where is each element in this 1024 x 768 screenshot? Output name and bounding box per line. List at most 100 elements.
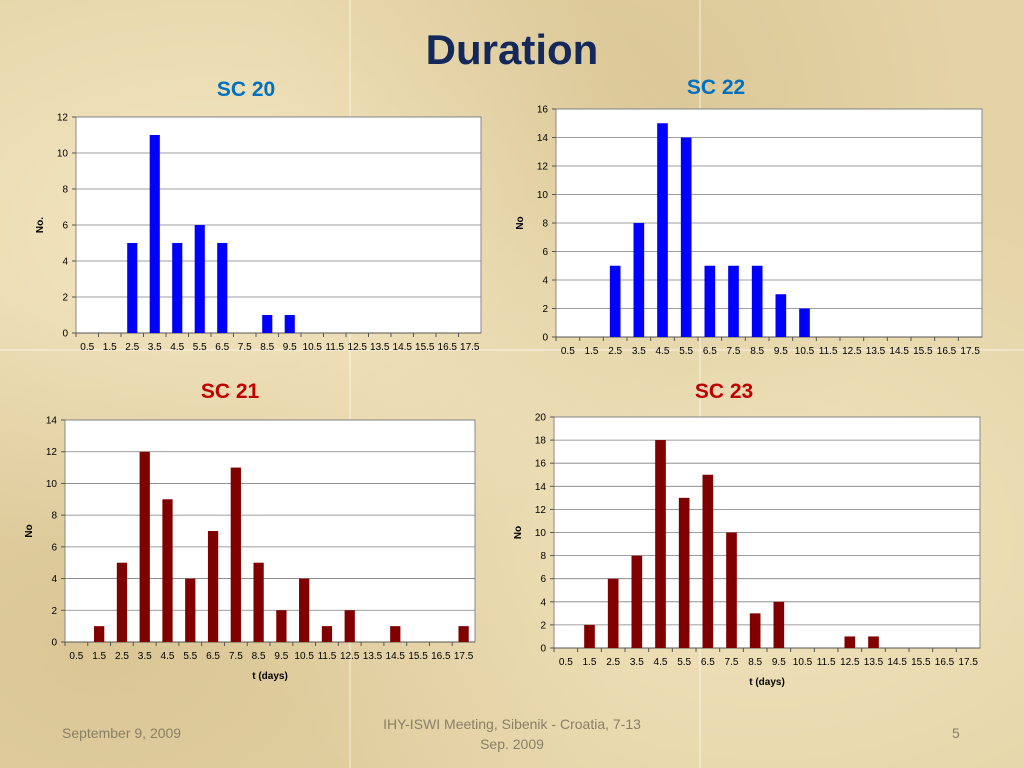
bar-12.5 bbox=[844, 636, 856, 648]
bar-4.5 bbox=[657, 123, 668, 337]
x-tick-label: 1.5 bbox=[585, 346, 599, 357]
bar-8.5 bbox=[253, 562, 264, 642]
x-tick-label: 15.5 bbox=[913, 346, 933, 357]
x-tick-label: 0.5 bbox=[561, 346, 575, 357]
x-tick-label: 0.5 bbox=[559, 657, 573, 668]
bar-10.5 bbox=[299, 578, 310, 642]
x-tick-label: 11.5 bbox=[318, 651, 337, 662]
bar-1.5 bbox=[584, 624, 595, 648]
x-tick-label: 15.5 bbox=[415, 342, 435, 353]
y-tick-label: 6 bbox=[62, 221, 68, 232]
x-tick-label: 16.5 bbox=[935, 657, 955, 668]
y-tick-label: 10 bbox=[46, 479, 58, 490]
footer-date: September 9, 2009 bbox=[62, 725, 182, 741]
y-tick-label: 18 bbox=[535, 436, 547, 447]
x-tick-label: 10.5 bbox=[303, 342, 323, 353]
x-tick-label: 2.5 bbox=[608, 346, 622, 357]
bar-2.5 bbox=[116, 562, 128, 642]
x-tick-label: 5.5 bbox=[679, 346, 693, 357]
x-tick-label: 13.5 bbox=[363, 651, 383, 662]
bar-3.5 bbox=[631, 555, 643, 648]
x-tick-label: 10.5 bbox=[793, 657, 813, 668]
x-tick-label: 4.5 bbox=[656, 346, 670, 357]
x-tick-label: 14.5 bbox=[889, 346, 909, 357]
x-tick-label: 5.5 bbox=[183, 651, 197, 662]
bar-8.5 bbox=[262, 315, 273, 333]
y-tick-label: 14 bbox=[46, 416, 58, 427]
y-tick-label: 2 bbox=[542, 304, 548, 315]
y-axis-title: No. bbox=[35, 217, 46, 233]
bar-2.5 bbox=[607, 578, 619, 648]
x-tick-label: 7.5 bbox=[727, 346, 741, 357]
y-tick-label: 10 bbox=[57, 149, 69, 160]
bar-8.5 bbox=[749, 613, 761, 648]
y-tick-label: 20 bbox=[535, 413, 547, 424]
x-tick-label: 6.5 bbox=[703, 346, 717, 357]
bar-4.5 bbox=[655, 440, 666, 648]
x-tick-label: 15.5 bbox=[911, 657, 931, 668]
bar-4.5 bbox=[172, 243, 183, 333]
x-tick-label: 1.5 bbox=[103, 342, 117, 353]
x-tick-label: 17.5 bbox=[460, 342, 480, 353]
bar-11.5 bbox=[321, 626, 333, 642]
bar-6.5 bbox=[217, 243, 228, 333]
x-tick-label: 16.5 bbox=[438, 342, 458, 353]
bar-9.5 bbox=[773, 601, 785, 648]
y-tick-label: 8 bbox=[542, 219, 548, 230]
y-tick-label: 0 bbox=[51, 638, 57, 649]
y-tick-label: 14 bbox=[535, 482, 547, 493]
x-tick-label: 4.5 bbox=[170, 342, 184, 353]
plot-area bbox=[555, 108, 983, 338]
bar-5.5 bbox=[680, 137, 692, 337]
x-tick-label: 6.5 bbox=[206, 651, 220, 662]
footer-event: IHY-ISWI Meeting, Sibenik - Croatia, 7-1… bbox=[342, 714, 682, 754]
y-axis-title: No bbox=[513, 526, 524, 539]
bar-9.5 bbox=[276, 610, 287, 642]
footer-event-line2: Sep. 2009 bbox=[480, 736, 544, 752]
y-tick-label: 8 bbox=[51, 511, 57, 522]
x-tick-label: 17.5 bbox=[454, 651, 474, 662]
x-tick-label: 7.5 bbox=[238, 342, 252, 353]
x-axis-title: t (days) bbox=[252, 671, 288, 682]
x-tick-label: 13.5 bbox=[864, 657, 884, 668]
bar-5.5 bbox=[194, 225, 205, 333]
y-tick-label: 8 bbox=[540, 551, 546, 562]
x-tick-label: 3.5 bbox=[148, 342, 162, 353]
x-axis-title: t (days) bbox=[749, 677, 785, 688]
bar-6.5 bbox=[704, 265, 716, 337]
y-tick-label: 6 bbox=[542, 247, 548, 258]
background-seam bbox=[0, 349, 1024, 351]
y-tick-label: 4 bbox=[542, 276, 548, 287]
y-tick-label: 12 bbox=[535, 505, 547, 516]
x-tick-label: 11.5 bbox=[819, 346, 838, 357]
x-tick-label: 0.5 bbox=[80, 342, 94, 353]
x-tick-label: 1.5 bbox=[583, 657, 597, 668]
y-tick-label: 6 bbox=[540, 574, 546, 585]
y-tick-label: 2 bbox=[540, 620, 546, 631]
y-tick-label: 14 bbox=[537, 133, 549, 144]
bar-8.5 bbox=[751, 265, 763, 337]
bar-10.5 bbox=[799, 308, 810, 337]
y-tick-label: 0 bbox=[540, 644, 546, 655]
chart-title-sc23: SC 23 bbox=[694, 380, 754, 403]
y-tick-label: 10 bbox=[537, 190, 549, 201]
x-tick-label: 1.5 bbox=[92, 651, 106, 662]
footer-event-line1: IHY-ISWI Meeting, Sibenik - Croatia, 7-1… bbox=[383, 716, 641, 732]
x-tick-label: 7.5 bbox=[229, 651, 243, 662]
bar-2.5 bbox=[127, 243, 138, 333]
x-tick-label: 5.5 bbox=[677, 657, 691, 668]
bar-9.5 bbox=[284, 315, 295, 333]
x-tick-label: 6.5 bbox=[215, 342, 229, 353]
x-tick-label: 17.5 bbox=[960, 346, 980, 357]
y-tick-label: 12 bbox=[46, 447, 58, 458]
x-tick-label: 9.5 bbox=[772, 657, 786, 668]
bar-4.5 bbox=[162, 499, 173, 642]
x-tick-label: 8.5 bbox=[750, 346, 764, 357]
x-tick-label: 9.5 bbox=[274, 651, 288, 662]
x-tick-label: 8.5 bbox=[260, 342, 274, 353]
slide-title: Duration bbox=[425, 26, 599, 73]
x-tick-label: 0.5 bbox=[69, 651, 83, 662]
plot-area bbox=[75, 116, 482, 334]
chart-title-sc21: SC 21 bbox=[200, 380, 260, 403]
y-tick-label: 2 bbox=[62, 293, 68, 304]
